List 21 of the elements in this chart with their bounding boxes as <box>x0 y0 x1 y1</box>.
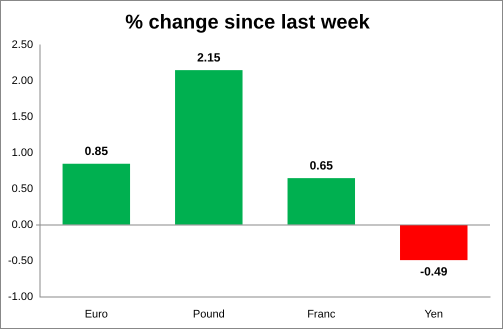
x-tick-label: Franc <box>307 308 336 320</box>
bar <box>288 178 356 224</box>
y-tick-label: -0.50 <box>8 254 34 267</box>
bar <box>175 70 243 224</box>
data-label: 0.65 <box>310 158 334 172</box>
data-label: 2.15 <box>197 50 221 64</box>
bar <box>400 225 468 260</box>
x-tick-label: Pound <box>192 308 225 320</box>
y-tick-label: 2.00 <box>12 75 34 88</box>
y-tick-label: 1.50 <box>12 110 34 123</box>
y-tick-label: 1.00 <box>12 146 34 159</box>
x-tick-label: Euro <box>84 308 108 320</box>
data-label: -0.49 <box>420 264 448 278</box>
y-tick-label: 2.50 <box>12 39 34 52</box>
y-tick-label: 0.00 <box>12 218 34 231</box>
y-tick-label: -1.00 <box>8 290 34 303</box>
y-tick-label: 0.50 <box>12 182 34 195</box>
bar <box>62 164 130 224</box>
x-tick-label: Yen <box>424 308 444 320</box>
data-label: 0.85 <box>84 144 108 158</box>
chart-title: % change since last week <box>125 12 371 34</box>
